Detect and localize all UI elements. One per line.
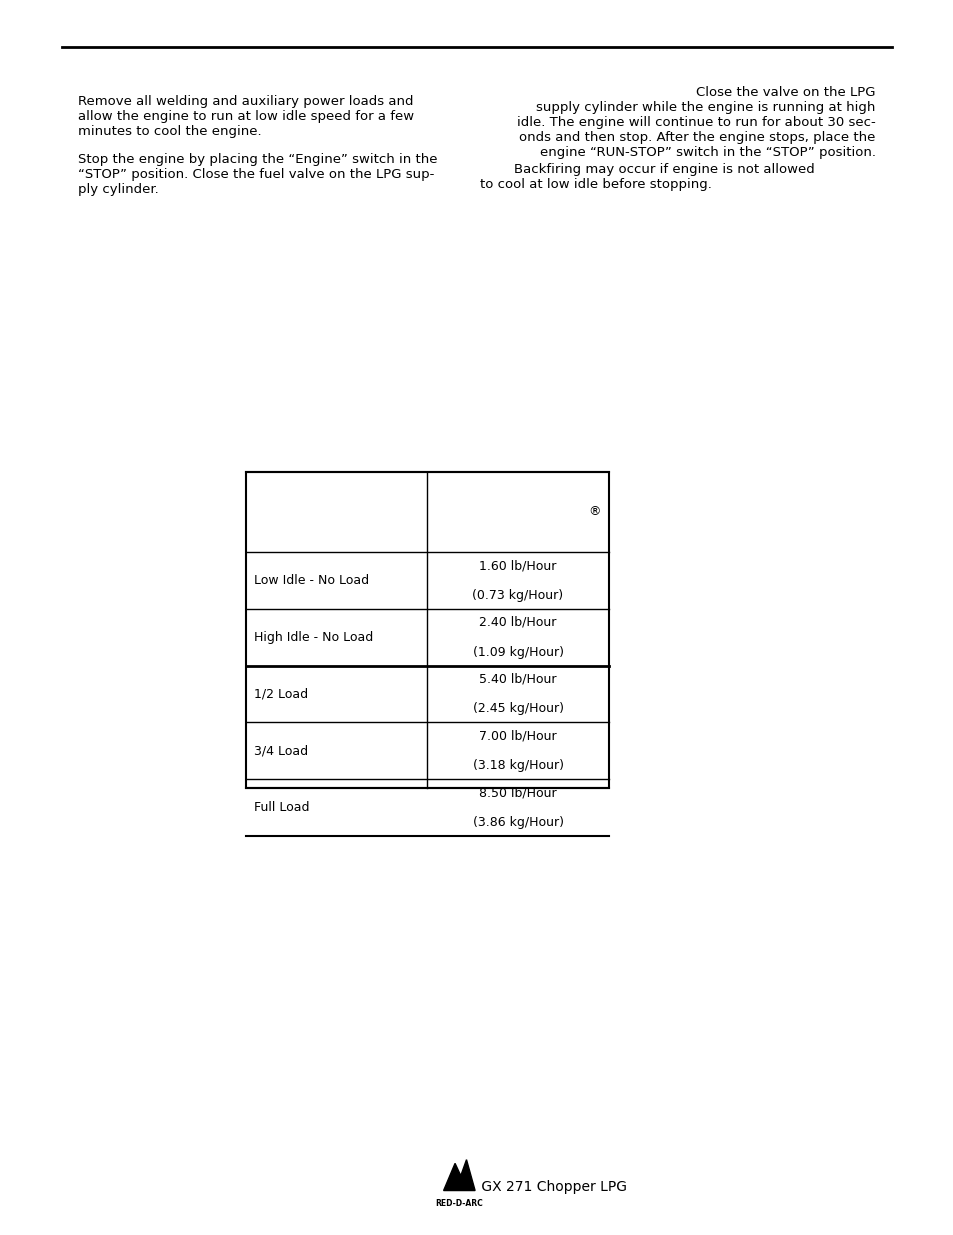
Text: ®: ®: [588, 505, 600, 519]
Text: Backfiring may occur if engine is not allowed
to cool at low idle before stoppin: Backfiring may occur if engine is not al…: [479, 163, 814, 191]
Text: (1.09 kg/Hour): (1.09 kg/Hour): [472, 646, 563, 658]
Text: (2.45 kg/Hour): (2.45 kg/Hour): [472, 703, 563, 715]
Text: Stop the engine by placing the “Engine” switch in the
“STOP” position. Close the: Stop the engine by placing the “Engine” …: [78, 153, 437, 196]
Text: 7.00 lb/Hour: 7.00 lb/Hour: [478, 730, 557, 742]
Text: (0.73 kg/Hour): (0.73 kg/Hour): [472, 589, 563, 601]
Text: GX 271 Chopper LPG: GX 271 Chopper LPG: [476, 1181, 626, 1194]
Text: 8.50 lb/Hour: 8.50 lb/Hour: [478, 787, 557, 799]
Bar: [246, 472, 608, 788]
Text: RED-D-ARC: RED-D-ARC: [435, 1199, 483, 1208]
Text: Close the valve on the LPG
supply cylinder while the engine is running at high
i: Close the valve on the LPG supply cylind…: [517, 86, 875, 159]
Text: 3/4 Load: 3/4 Load: [253, 745, 308, 757]
Text: Low Idle - No Load: Low Idle - No Load: [253, 574, 369, 587]
Text: 1.60 lb/Hour: 1.60 lb/Hour: [478, 559, 557, 572]
Text: (3.18 kg/Hour): (3.18 kg/Hour): [472, 760, 563, 772]
Text: 5.40 lb/Hour: 5.40 lb/Hour: [478, 673, 557, 685]
Polygon shape: [443, 1160, 475, 1191]
Text: (3.86 kg/Hour): (3.86 kg/Hour): [472, 816, 563, 829]
Text: Remove all welding and auxiliary power loads and
allow the engine to run at low : Remove all welding and auxiliary power l…: [78, 95, 414, 138]
Text: High Idle - No Load: High Idle - No Load: [253, 631, 373, 643]
Text: 1/2 Load: 1/2 Load: [253, 688, 308, 700]
Text: 2.40 lb/Hour: 2.40 lb/Hour: [478, 616, 557, 629]
Text: Full Load: Full Load: [253, 802, 309, 814]
